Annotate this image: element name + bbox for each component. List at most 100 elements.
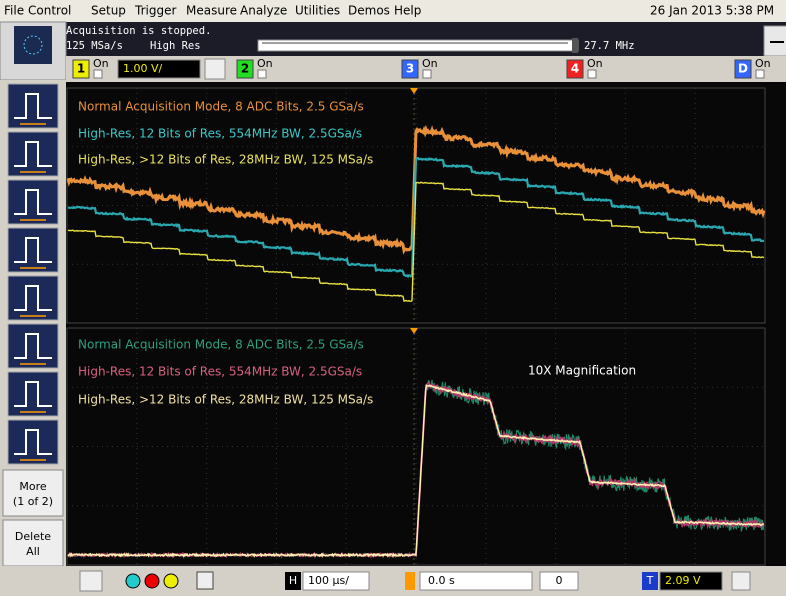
channel-label: 4 bbox=[571, 62, 579, 76]
channel-state: On bbox=[422, 57, 438, 70]
channel-checkbox[interactable] bbox=[422, 69, 432, 79]
stop-button[interactable] bbox=[144, 573, 160, 589]
upper-annotation: High-Res, 12 Bits of Res, 554MHz BW, 2.5… bbox=[78, 127, 362, 141]
horizontal-label: H bbox=[289, 574, 297, 587]
upper-trace bbox=[67, 181, 765, 303]
tool-button[interactable] bbox=[7, 227, 59, 273]
channel-label: 2 bbox=[241, 62, 249, 76]
channel-checkbox[interactable] bbox=[587, 69, 597, 79]
run-button[interactable] bbox=[125, 573, 141, 589]
menu-item[interactable]: File bbox=[4, 4, 24, 18]
tool-icon bbox=[14, 93, 52, 119]
scale-field[interactable] bbox=[117, 59, 201, 79]
tool-button[interactable] bbox=[7, 419, 59, 465]
trigger-field[interactable] bbox=[659, 571, 723, 591]
channel-label: 1 bbox=[77, 62, 85, 76]
tool-icon bbox=[14, 381, 52, 407]
menu-bar bbox=[0, 0, 786, 22]
channel-box[interactable] bbox=[236, 59, 254, 79]
menu-item[interactable]: Setup bbox=[91, 4, 126, 18]
trigger-marker bbox=[410, 328, 418, 334]
channel-box[interactable] bbox=[401, 59, 419, 79]
bandwidth: 27.7 MHz bbox=[584, 40, 635, 52]
bandwidth-slider[interactable] bbox=[257, 39, 579, 52]
tool-icon bbox=[14, 429, 52, 455]
logo-icon bbox=[23, 35, 43, 55]
tool-button[interactable] bbox=[7, 323, 59, 369]
tool-icon bbox=[14, 141, 52, 167]
time-scale: 100 µs/ bbox=[308, 574, 349, 587]
tool-button[interactable] bbox=[7, 179, 59, 225]
menu-item[interactable]: Help bbox=[394, 4, 421, 18]
channel-box[interactable] bbox=[734, 59, 752, 79]
spin-button[interactable] bbox=[79, 570, 103, 592]
channel-scale: 1.00 V/ bbox=[123, 62, 163, 75]
bottom-controls: H 100 µs/ 0.0 s 0 T 2.09 V bbox=[79, 570, 751, 592]
delay-marker bbox=[405, 572, 415, 590]
trigger-marker bbox=[410, 88, 418, 94]
waveforms bbox=[66, 88, 766, 559]
menu: File Control Setup Trigger Measure Analyze Uti… bbox=[4, 4, 421, 18]
more-button[interactable] bbox=[2, 469, 64, 517]
tool-icon bbox=[14, 333, 52, 359]
more-page: (1 of 2) bbox=[13, 495, 53, 508]
channel-state: On bbox=[755, 57, 771, 70]
tool-button[interactable] bbox=[7, 131, 59, 177]
tool-icon bbox=[14, 189, 52, 215]
more-label: More bbox=[19, 480, 47, 493]
lower-annotation: Normal Acquisition Mode, 8 ADC Bits, 2.5… bbox=[78, 338, 364, 352]
coupling-button[interactable] bbox=[204, 58, 226, 80]
delay-field[interactable] bbox=[419, 571, 533, 591]
upper-annotation: Normal Acquisition Mode, 8 ADC Bits, 2.5… bbox=[78, 100, 364, 114]
sample-rate: 125 MSa/s bbox=[66, 40, 123, 52]
horizontal-box bbox=[285, 572, 301, 590]
channel-checkbox[interactable] bbox=[93, 69, 103, 79]
trigger-box bbox=[642, 572, 658, 590]
menu-item[interactable]: Analyze bbox=[240, 4, 287, 18]
tool-icon bbox=[14, 237, 52, 263]
tool-buttons bbox=[7, 83, 59, 465]
tool-button[interactable] bbox=[7, 275, 59, 321]
magnification: 10X Magnification bbox=[528, 364, 636, 378]
datetime: 26 Jan 2013 5:38 PM bbox=[650, 4, 774, 18]
lower-annotation: High-Res, >12 Bits of Res, 28MHz BW, 125… bbox=[78, 393, 373, 407]
acq-mode: High Res bbox=[150, 40, 201, 52]
channel-box[interactable] bbox=[566, 59, 584, 79]
upper-annotation: High-Res, >12 Bits of Res, 28MHz BW, 125… bbox=[78, 153, 373, 167]
time-scale-field[interactable] bbox=[302, 571, 370, 591]
menu-item[interactable]: Measure bbox=[186, 4, 237, 18]
delete-button[interactable] bbox=[2, 519, 64, 567]
tool-button[interactable] bbox=[7, 371, 59, 417]
slider-thumb[interactable] bbox=[572, 38, 578, 53]
channel-state: On bbox=[257, 57, 273, 70]
channel-controls: 1 On 1.00 V/2 On 3 On 4 On D On bbox=[72, 57, 771, 80]
channel-checkbox[interactable] bbox=[755, 69, 765, 79]
upper-trace bbox=[66, 124, 766, 255]
delay-step-field[interactable] bbox=[539, 571, 579, 591]
single-button[interactable] bbox=[163, 573, 179, 589]
menu-item[interactable]: Utilities bbox=[295, 4, 340, 18]
channel-checkbox[interactable] bbox=[257, 69, 267, 79]
lower-annotation: High-Res, 12 Bits of Res, 554MHz BW, 2.5… bbox=[78, 365, 362, 379]
menu-item[interactable]: Demos bbox=[348, 4, 390, 18]
autoscale-button[interactable] bbox=[196, 571, 214, 590]
upper-trace bbox=[67, 156, 765, 279]
lower-trace bbox=[67, 384, 764, 559]
logo bbox=[14, 26, 52, 64]
tool-button[interactable] bbox=[7, 83, 59, 129]
channel-box[interactable] bbox=[72, 59, 90, 79]
menu-item[interactable]: Trigger bbox=[134, 4, 176, 18]
trigger-spin[interactable] bbox=[731, 571, 751, 591]
menu-item[interactable]: Control bbox=[28, 4, 71, 18]
trigger-label: T bbox=[646, 574, 654, 587]
trigger-level: 2.09 V bbox=[665, 574, 701, 587]
delete-all: All bbox=[26, 545, 40, 558]
delay-step: 0 bbox=[556, 574, 563, 587]
status-message: Acquisition is stopped. bbox=[66, 25, 211, 37]
delete-label: Delete bbox=[15, 530, 51, 543]
tool-icon bbox=[14, 285, 52, 311]
delay: 0.0 s bbox=[428, 574, 455, 587]
channel-label: D bbox=[738, 62, 748, 76]
channel-label: 3 bbox=[406, 62, 414, 76]
